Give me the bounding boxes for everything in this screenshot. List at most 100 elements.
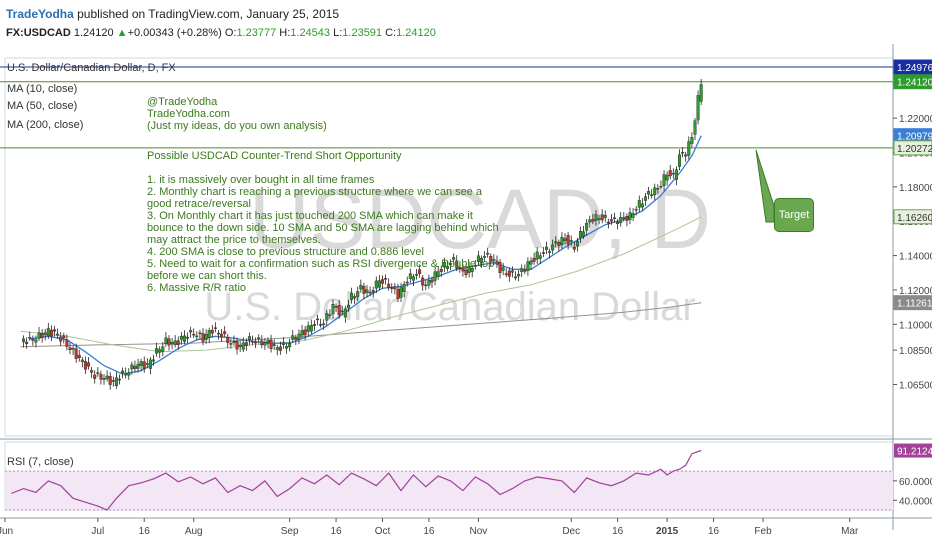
analysis-line: may attract the price to themselves. [147,234,321,246]
x-tick-label: Feb [754,526,772,537]
candle-body [229,343,233,345]
candle-body [609,219,613,222]
candle-body [340,310,344,313]
analysis-line: 6. Massive R/R ratio [147,282,247,294]
candle-body [399,287,403,298]
rsi-overbought-band [5,471,893,510]
candle-body [662,174,666,186]
author-note-line: @TradeYodha [147,96,218,108]
candle-body [659,185,663,188]
candle-body [696,95,700,121]
y-tick-label: 1.22000 [899,114,932,125]
candle-body [582,231,586,237]
candle-body [90,370,94,373]
candle-body [656,188,660,190]
candle-body [226,336,230,343]
candle-body [390,287,394,289]
candle-body [164,337,168,344]
candle-body [59,336,63,342]
candle-body [668,170,672,177]
candle-body [34,339,38,343]
y-tick-label: 1.12000 [899,286,932,297]
candle-body [210,329,214,334]
candle-body [334,306,338,308]
candle-body [353,296,357,299]
legend-ma10[interactable]: MA (10, close) [7,83,78,95]
candle-body [479,258,483,263]
candle-body [25,341,29,345]
candle-body [179,335,183,340]
low-value: 1.23591 [342,27,383,39]
price-badge-label: 1.16260 [897,213,932,224]
author-link[interactable]: TradeYodha [6,7,74,21]
x-tick-label: Dec [562,526,580,537]
candle-body [251,340,255,343]
candle-body [306,325,310,332]
price-badge [893,140,932,156]
candle-body [232,340,236,343]
candle-body [538,255,542,259]
publish-text: published on TradingView.com, January 25… [73,7,340,21]
candle-body [68,347,72,351]
candle-body [554,241,558,244]
candle-body [43,332,47,336]
candle-body [637,200,641,208]
candle-body [269,339,273,349]
candle-body [566,235,570,245]
y-tick-label: 1.08500 [899,346,932,357]
legend-ma200[interactable]: MA (200, close) [7,119,84,131]
symbol[interactable]: FX:USDCAD [6,27,71,39]
candle-body [507,270,511,277]
candle-body [309,325,313,332]
candle-body [458,267,462,269]
candle-body [102,378,106,380]
chart-title[interactable]: U.S. Dollar/Canadian Dollar, D, FX [7,62,176,74]
candle-body [625,216,629,221]
candle-body [294,337,298,340]
candle-body [541,252,545,254]
candle-body [281,342,285,345]
legend-ma50[interactable]: MA (50, close) [7,100,78,112]
price-badge-label: 1.24120 [897,78,932,89]
candle-body [331,304,335,315]
candle-body [616,221,620,225]
price-badge [893,74,932,90]
candle-body [22,338,26,343]
open-value: 1.23777 [236,27,277,39]
candle-body [148,359,152,369]
candle-body [56,333,60,336]
candle-body [111,380,115,382]
candle-body [158,349,162,353]
analysis-line: before we can short this. [147,270,267,282]
close-value: 1.24120 [396,27,436,39]
x-tick-label: Sep [281,526,299,537]
ma50-line [20,216,702,353]
y-tick-label: 1.14000 [899,252,932,263]
candle-body [613,217,617,219]
candle-body [31,339,35,341]
candle-body [328,314,332,316]
x-tick-label: Jul [91,526,104,537]
candle-body [585,222,589,231]
candle-body [223,331,227,334]
candle-body [53,329,57,332]
candle-body [387,283,391,288]
candle-body [362,285,366,294]
candle-body [105,375,109,380]
target-label: Target [774,198,814,232]
candle-body [520,268,524,272]
candle-body [220,333,224,338]
author-note-line: (Just my ideas, do you own analysis) [147,120,327,132]
candle-body [640,203,644,208]
candle-body [486,252,490,255]
legend-rsi[interactable]: RSI (7, close) [7,456,74,468]
candle-body [439,268,443,272]
candle-body [285,346,289,349]
candle-body [312,324,316,326]
candle-body [319,324,323,326]
watermark-symbol: USDCAD, D [249,172,711,266]
candle-body [124,372,128,376]
candle-body [288,343,292,348]
candle-body [93,374,97,379]
